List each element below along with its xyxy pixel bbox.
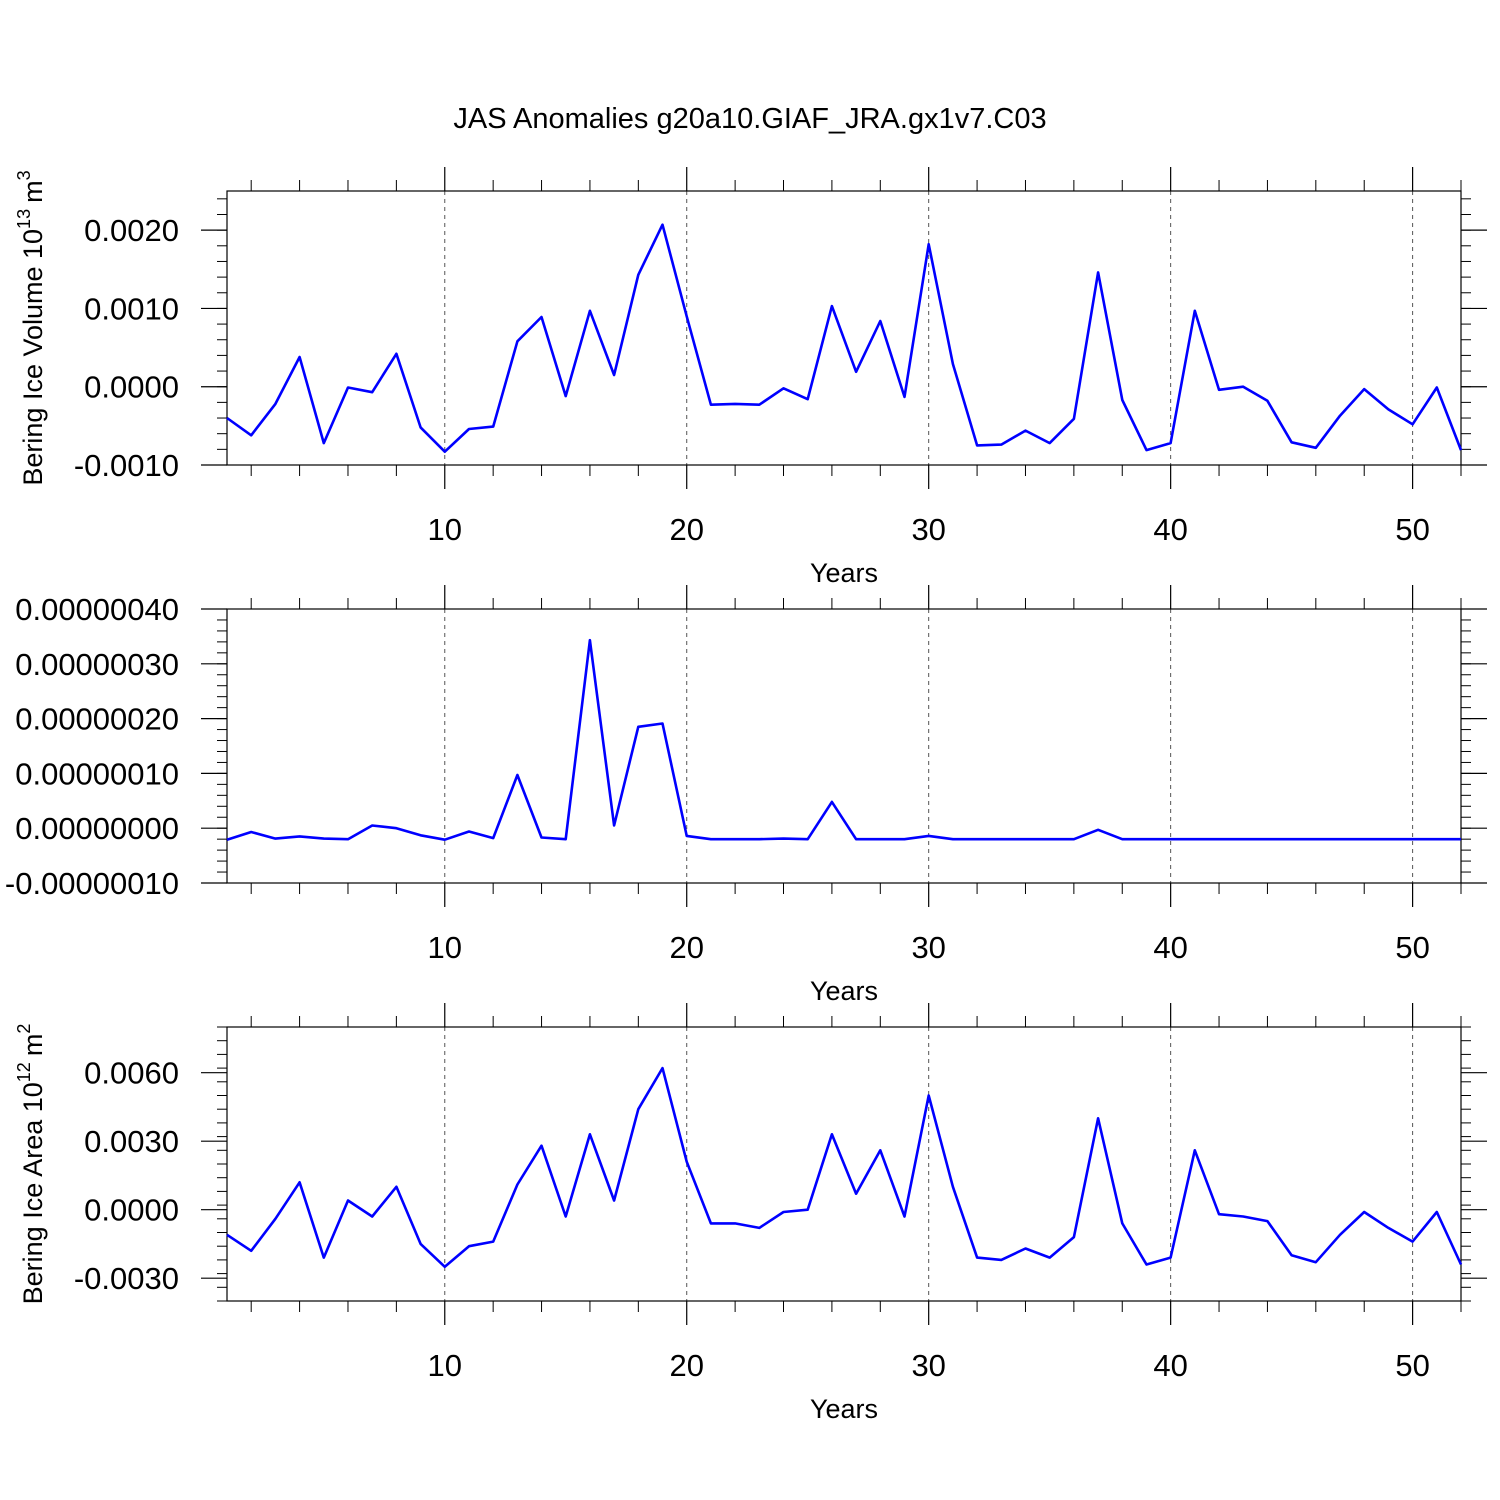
x-tick-label: 20 xyxy=(669,1348,703,1383)
y-tick-label: 0.0020 xyxy=(84,213,179,248)
y-axis-title-text: Bering Ice Area 10 xyxy=(18,1082,48,1304)
x-tick-label: 10 xyxy=(428,512,462,547)
x-tick-label: 40 xyxy=(1153,1348,1187,1383)
series-line xyxy=(226,223,1463,454)
y-tick-label: 0.00000020 xyxy=(15,702,179,737)
x-axis-title: Years xyxy=(810,1394,878,1424)
y-tick-label: -0.0030 xyxy=(74,1261,179,1296)
series-line xyxy=(226,1066,1463,1269)
x-tick-label: 20 xyxy=(669,512,703,547)
panels: 10 20 30 40 50 -0.0010 0.0000 0.0010 0.0020 Years… xyxy=(5,167,1487,1424)
x-tick-label: 40 xyxy=(1153,930,1187,965)
x-tick-label: 50 xyxy=(1395,930,1429,965)
chart-panel-2: 10 20 30 40 50 -0.00000010 0.00000000 0.0000001… xyxy=(5,585,1487,1006)
plot-frame xyxy=(226,608,1462,884)
chart-panel-1: 10 20 30 40 50 -0.0010 0.0000 0.0010 0.0020 Years… xyxy=(14,167,1487,588)
y-axis-title: Bering Ice Area 1012 m2 xyxy=(14,1024,48,1305)
y-tick-label: 0.0000 xyxy=(84,370,179,405)
series-line xyxy=(226,638,1461,842)
x-tick-label: 50 xyxy=(1395,512,1429,547)
y-axis-title-exponent: 13 xyxy=(14,209,34,229)
y-axis-title-unit: m xyxy=(18,1034,48,1057)
y-tick-label: 0.00000000 xyxy=(15,811,179,846)
y-axis-title-exponent: 12 xyxy=(14,1062,34,1082)
y-axis-title-text: Bering Ice Volume 10 xyxy=(18,229,48,486)
y-tick-label: 0.00000030 xyxy=(15,647,179,682)
y-tick-label: 0.00000040 xyxy=(15,592,179,627)
x-tick-label: 30 xyxy=(911,1348,945,1383)
y-tick-label: 0.0030 xyxy=(84,1124,179,1159)
y-axis-title-unit-exponent: 3 xyxy=(14,170,34,180)
y-axis-title-unit: m xyxy=(18,180,48,203)
plot-frame xyxy=(226,190,1462,466)
y-tick-label: 0.0060 xyxy=(84,1056,179,1091)
x-tick-label: 10 xyxy=(428,930,462,965)
y-tick-label: 0.0010 xyxy=(84,291,179,326)
y-tick-label: 0.0000 xyxy=(84,1193,179,1228)
x-tick-label: 40 xyxy=(1153,512,1187,547)
y-tick-label: 0.00000010 xyxy=(15,756,179,791)
x-tick-label: 30 xyxy=(911,930,945,965)
x-axis-title: Years xyxy=(810,976,878,1006)
x-tick-label: 50 xyxy=(1395,1348,1429,1383)
chart-panel-3: 10 20 30 40 50 -0.0030 0.0000 0.0030 0.0060 Years… xyxy=(14,1003,1487,1424)
x-tick-label: 30 xyxy=(911,512,945,547)
x-tick-label: 10 xyxy=(428,1348,462,1383)
y-tick-label: -0.00000010 xyxy=(5,866,179,901)
y-axis-title: Bering Ice Volume 1013 m3 xyxy=(14,170,48,485)
figure-title: JAS Anomalies g20a10.GIAF_JRA.gx1v7.C03 xyxy=(453,103,1046,135)
x-axis-title: Years xyxy=(810,558,878,588)
y-axis-title-unit-exponent: 2 xyxy=(14,1024,34,1034)
y-tick-label: -0.0010 xyxy=(74,448,179,483)
x-tick-label: 20 xyxy=(669,930,703,965)
